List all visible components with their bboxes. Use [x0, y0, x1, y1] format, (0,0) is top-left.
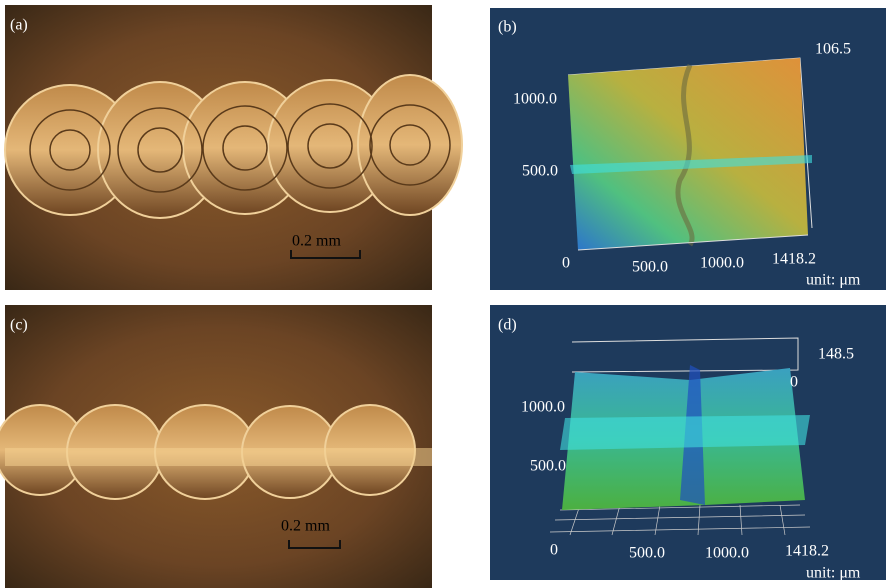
- panel-b: (b) 106.5 1000.0 500.0 0 500.0 1000.0 14…: [490, 8, 886, 290]
- scale-label: 0.2 mm: [281, 518, 330, 535]
- section-plane: [560, 415, 810, 450]
- panel-c: (c) 0.2 mm: [0, 305, 432, 588]
- x-tick-label: 0: [562, 255, 570, 272]
- z-max-label: 106.5: [815, 41, 851, 58]
- y-tick-label: 500.0: [530, 458, 566, 475]
- panel-d: (d) 148.5 0 1000.0 500.0 0 500.0 1000.0 …: [490, 305, 886, 582]
- x-tick-label: 1000.0: [700, 255, 744, 272]
- x-tick-label: 1418.2: [772, 251, 816, 268]
- y-tick-label: 500.0: [522, 163, 558, 180]
- x-tick-label: 500.0: [632, 259, 668, 276]
- x-tick-label: 500.0: [629, 545, 665, 562]
- scale-label: 0.2 mm: [292, 233, 341, 250]
- z-min-label: 0: [790, 374, 798, 391]
- bright-band: [5, 448, 432, 466]
- panel-a: (a) 0.2 mm: [5, 5, 462, 290]
- panel-label: (b): [498, 19, 517, 36]
- x-tick-label: 1000.0: [705, 545, 749, 562]
- x-tick-label: 0: [550, 542, 558, 559]
- weld-rings: [5, 75, 462, 218]
- y-tick-label: 1000.0: [521, 399, 565, 416]
- panel-label: (a): [10, 17, 28, 34]
- x-tick-label: 1418.2: [785, 543, 829, 560]
- unit-label: unit: μm: [806, 272, 861, 289]
- figure: (a) 0.2 mm (b) 106.5 1000.0 500.0 0 500.…: [0, 0, 886, 588]
- y-tick-label: 1000.0: [513, 91, 557, 108]
- panel-label: (c): [10, 317, 28, 334]
- panel-label: (d): [498, 317, 517, 334]
- unit-label: unit: μm: [806, 565, 861, 582]
- z-max-label: 148.5: [818, 346, 854, 363]
